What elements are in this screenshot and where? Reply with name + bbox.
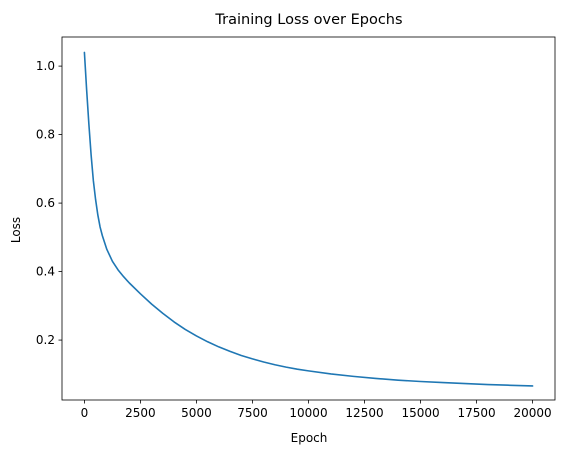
y-axis-ticks: 0.2 0.4 0.6 0.8 1.0 <box>36 59 62 347</box>
x-tick-label: 20000 <box>513 406 551 420</box>
x-tick-label: 7500 <box>237 406 268 420</box>
y-tick-label: 0.6 <box>36 196 55 210</box>
y-tick-label: 0.2 <box>36 333 55 347</box>
x-axis-label: Epoch <box>291 431 328 445</box>
axes-frame <box>61 36 556 401</box>
x-axis-ticks: 0 2500 5000 7500 10000 12500 15000 17500 20000 <box>81 400 552 420</box>
y-tick-label: 0.8 <box>36 128 55 142</box>
y-tick-label: 0.4 <box>36 265 55 279</box>
x-tick-label: 17500 <box>457 406 495 420</box>
x-tick-label: 15000 <box>401 406 439 420</box>
loss-series-line <box>83 51 534 387</box>
x-tick-label: 5000 <box>181 406 212 420</box>
x-tick-label: 0 <box>81 406 89 420</box>
x-tick-label: 2500 <box>125 406 156 420</box>
y-axis-label: Loss <box>9 217 23 243</box>
x-tick-label: 10000 <box>289 406 327 420</box>
y-tick-label: 1.0 <box>36 59 55 73</box>
chart-title: Training Loss over Epochs <box>214 12 402 28</box>
x-tick-label: 12500 <box>345 406 383 420</box>
